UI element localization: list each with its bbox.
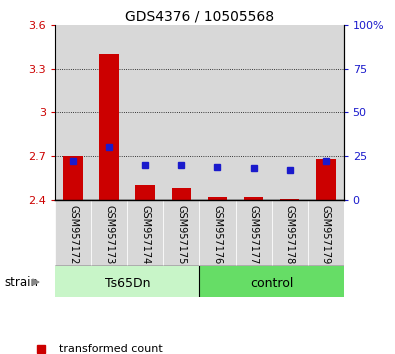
Text: control: control bbox=[250, 276, 293, 290]
Text: transformed count: transformed count bbox=[59, 344, 163, 354]
Bar bbox=[55, 200, 91, 266]
Text: GSM957174: GSM957174 bbox=[140, 205, 150, 264]
Text: GSM957177: GSM957177 bbox=[248, 205, 259, 265]
Bar bbox=[55, 25, 91, 200]
Text: GSM957179: GSM957179 bbox=[321, 205, 331, 264]
Bar bbox=[280, 199, 299, 200]
Bar bbox=[235, 25, 272, 200]
Bar bbox=[272, 25, 308, 200]
Bar bbox=[127, 200, 164, 266]
Text: strain: strain bbox=[4, 275, 38, 289]
Bar bbox=[164, 200, 199, 266]
Bar bbox=[164, 25, 199, 200]
Text: GSM957173: GSM957173 bbox=[104, 205, 115, 264]
Bar bbox=[235, 200, 272, 266]
Bar bbox=[100, 54, 119, 200]
Bar bbox=[64, 156, 83, 200]
Bar bbox=[208, 197, 228, 200]
Bar bbox=[199, 25, 235, 200]
Text: GSM957176: GSM957176 bbox=[213, 205, 222, 264]
Bar bbox=[316, 159, 335, 200]
Bar bbox=[171, 188, 191, 200]
Bar bbox=[199, 200, 235, 266]
Bar bbox=[199, 266, 344, 297]
Text: Ts65Dn: Ts65Dn bbox=[105, 276, 150, 290]
Bar bbox=[135, 185, 155, 200]
Text: GSM957175: GSM957175 bbox=[177, 205, 186, 265]
Title: GDS4376 / 10505568: GDS4376 / 10505568 bbox=[125, 10, 274, 24]
Text: GSM957172: GSM957172 bbox=[68, 205, 78, 265]
Bar bbox=[127, 25, 164, 200]
Bar bbox=[272, 200, 308, 266]
Bar bbox=[55, 266, 199, 297]
Bar bbox=[91, 200, 127, 266]
Text: GSM957178: GSM957178 bbox=[284, 205, 295, 264]
Bar bbox=[244, 197, 263, 200]
Bar bbox=[308, 25, 344, 200]
Bar bbox=[308, 200, 344, 266]
Bar bbox=[91, 25, 127, 200]
